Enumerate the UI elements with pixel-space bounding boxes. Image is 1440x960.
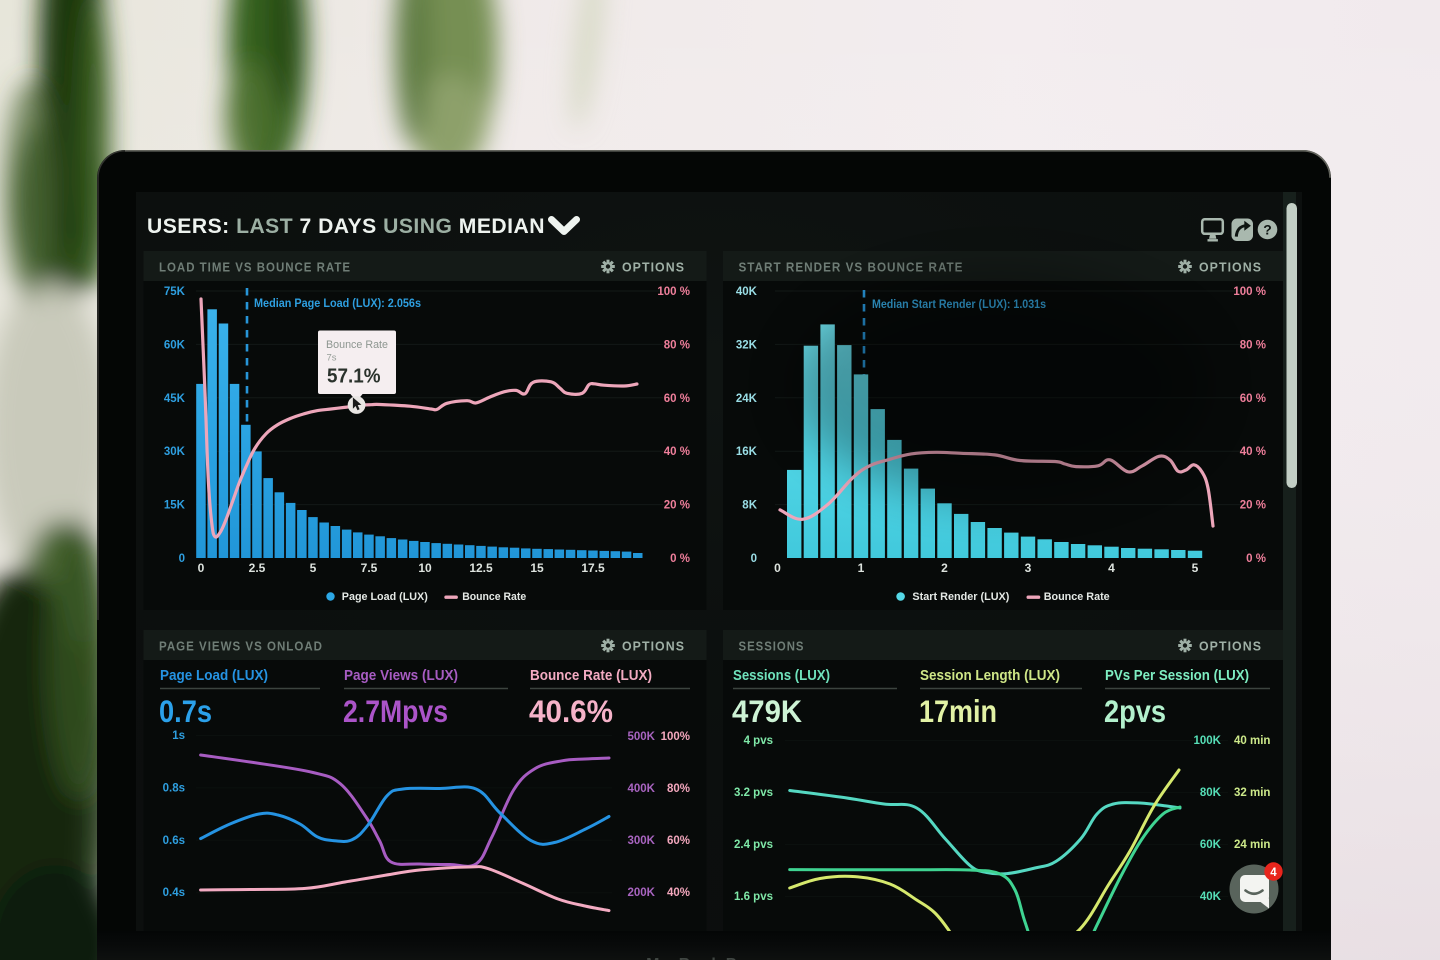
svg-text:40K: 40K	[1200, 891, 1222, 903]
svg-text:2pvs: 2pvs	[1104, 693, 1166, 729]
svg-text:100%: 100%	[661, 731, 690, 743]
svg-text:0 %: 0 %	[670, 553, 690, 565]
svg-text:2.4 pvs: 2.4 pvs	[734, 839, 773, 851]
svg-text:SESSIONS: SESSIONS	[739, 639, 805, 654]
svg-text:Start Render (LUX): Start Render (LUX)	[912, 591, 1009, 603]
svg-text:OPTIONS: OPTIONS	[622, 639, 685, 654]
svg-text:USERS: LAST 7 DAYS USING MEDIA: USERS: LAST 7 DAYS USING MEDIAN	[147, 214, 545, 238]
svg-text:80%: 80%	[667, 783, 690, 795]
svg-text:0.7s: 0.7s	[159, 693, 212, 729]
svg-text:Bounce Rate (LUX): Bounce Rate (LUX)	[530, 668, 652, 684]
svg-text:80K: 80K	[1200, 787, 1222, 799]
svg-text:2.7Mpvs: 2.7Mpvs	[343, 693, 448, 729]
svg-text:PAGE VIEWS VS ONLOAD: PAGE VIEWS VS ONLOAD	[159, 639, 323, 654]
svg-text:4: 4	[1108, 561, 1115, 575]
svg-text:400K: 400K	[628, 783, 656, 795]
svg-text:15: 15	[530, 561, 544, 575]
svg-text:17min: 17min	[919, 693, 997, 729]
svg-text:60K: 60K	[164, 339, 186, 351]
svg-text:0: 0	[179, 553, 185, 565]
svg-text:0.8s: 0.8s	[163, 782, 185, 794]
svg-text:START RENDER VS BOUNCE RATE: START RENDER VS BOUNCE RATE	[739, 260, 964, 275]
svg-text:24 min: 24 min	[1234, 839, 1270, 851]
svg-text:5: 5	[310, 561, 317, 575]
svg-text:24K: 24K	[736, 393, 758, 405]
svg-text:Bounce Rate: Bounce Rate	[462, 591, 526, 603]
svg-text:4 pvs: 4 pvs	[744, 735, 773, 747]
svg-text:?: ?	[1263, 222, 1272, 238]
svg-text:Bounce Rate: Bounce Rate	[326, 339, 388, 351]
svg-text:3.2 pvs: 3.2 pvs	[734, 787, 773, 799]
svg-text:32 min: 32 min	[1234, 787, 1270, 799]
svg-text:1s: 1s	[172, 730, 185, 742]
svg-text:0: 0	[751, 553, 757, 565]
svg-text:479K: 479K	[732, 693, 802, 729]
svg-text:20 %: 20 %	[1240, 500, 1266, 512]
svg-text:80 %: 80 %	[664, 339, 690, 351]
svg-text:10: 10	[418, 561, 432, 575]
svg-text:32K: 32K	[736, 339, 758, 351]
svg-text:75K: 75K	[164, 286, 186, 298]
svg-text:100K: 100K	[1194, 735, 1222, 747]
svg-text:40 %: 40 %	[664, 446, 690, 458]
svg-text:3: 3	[1025, 561, 1032, 575]
svg-text:45K: 45K	[164, 393, 186, 405]
svg-text:40K: 40K	[736, 286, 758, 298]
svg-text:60K: 60K	[1200, 839, 1222, 851]
svg-text:80 %: 80 %	[1240, 339, 1266, 351]
svg-text:Bounce Rate: Bounce Rate	[1044, 591, 1110, 603]
svg-text:15K: 15K	[164, 500, 186, 512]
svg-text:OPTIONS: OPTIONS	[1199, 639, 1262, 654]
svg-text:500K: 500K	[628, 731, 656, 743]
svg-text:40%: 40%	[667, 887, 690, 899]
svg-text:40 %: 40 %	[1240, 446, 1266, 458]
svg-text:100 %: 100 %	[657, 286, 690, 298]
svg-text:0: 0	[198, 561, 205, 575]
svg-text:7.5: 7.5	[361, 561, 378, 575]
svg-text:60 %: 60 %	[1240, 393, 1266, 405]
svg-text:0.4s: 0.4s	[163, 887, 185, 899]
svg-text:100 %: 100 %	[1233, 286, 1266, 298]
svg-text:Sessions (LUX): Sessions (LUX)	[733, 668, 830, 684]
svg-text:16K: 16K	[736, 446, 758, 458]
svg-text:5: 5	[1192, 561, 1199, 575]
svg-text:17.5: 17.5	[581, 561, 605, 575]
svg-text:OPTIONS: OPTIONS	[622, 260, 685, 275]
svg-text:12.5: 12.5	[469, 561, 493, 575]
svg-text:Page Load (LUX): Page Load (LUX)	[342, 591, 428, 603]
svg-text:2: 2	[941, 561, 948, 575]
svg-text:PVs Per Session (LUX): PVs Per Session (LUX)	[1105, 668, 1249, 684]
svg-text:8K: 8K	[742, 500, 757, 512]
svg-text:Page Load (LUX): Page Load (LUX)	[160, 668, 268, 684]
svg-text:OPTIONS: OPTIONS	[1199, 260, 1262, 275]
svg-text:60 %: 60 %	[664, 393, 690, 405]
svg-text:30K: 30K	[164, 446, 186, 458]
svg-text:300K: 300K	[628, 835, 656, 847]
svg-text:60%: 60%	[667, 835, 690, 847]
svg-text:LOAD TIME VS BOUNCE RATE: LOAD TIME VS BOUNCE RATE	[159, 260, 351, 275]
svg-text:1.6 pvs: 1.6 pvs	[734, 891, 773, 903]
svg-text:2.5: 2.5	[249, 561, 266, 575]
svg-text:0 %: 0 %	[1246, 553, 1266, 565]
svg-text:7s: 7s	[327, 353, 337, 364]
svg-text:57.1%: 57.1%	[327, 365, 381, 388]
svg-text:0: 0	[774, 561, 781, 575]
svg-text:0.6s: 0.6s	[163, 835, 185, 847]
svg-text:200K: 200K	[628, 887, 656, 899]
svg-text:40 min: 40 min	[1234, 735, 1270, 747]
svg-text:Median Page Load (LUX): 2.056s: Median Page Load (LUX): 2.056s	[254, 296, 421, 310]
svg-text:20 %: 20 %	[664, 500, 690, 512]
svg-text:MacBook Pro: MacBook Pro	[646, 956, 754, 960]
svg-text:40.6%: 40.6%	[529, 693, 613, 729]
svg-text:Page Views (LUX): Page Views (LUX)	[344, 668, 458, 684]
svg-text:1: 1	[858, 561, 865, 575]
svg-text:Session Length (LUX): Session Length (LUX)	[920, 668, 1060, 684]
svg-text:4: 4	[1270, 867, 1277, 879]
